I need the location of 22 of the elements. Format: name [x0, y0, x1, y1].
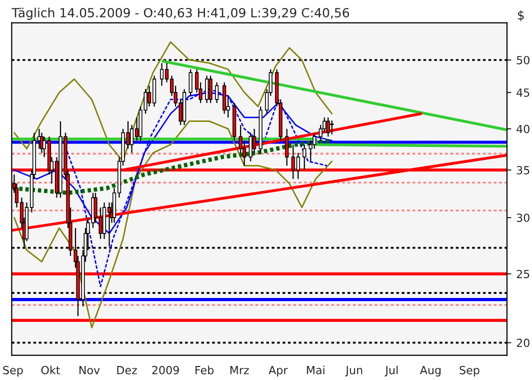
y-tick-label: 40 [516, 124, 530, 134]
x-tick-label: Aug [420, 366, 441, 376]
chart-title: Täglich 14.05.2009 - O:40,63 H:41,09 L:39,29 C:40,56 [12, 8, 350, 20]
y-tick-label: 30 [516, 214, 530, 222]
y-axis-title: $ [518, 10, 524, 22]
x-tick-label: Mai [306, 366, 324, 374]
x-tick-label: Nov [79, 366, 100, 374]
x-tick-label: Mrz [230, 366, 249, 374]
x-tick-label: Sep [460, 366, 480, 376]
x-tick-label: Sep [3, 366, 23, 376]
x-tick-label: Okt [41, 366, 60, 374]
x-tick-label: Jun [345, 366, 362, 376]
x-tick-label: Jul [384, 366, 398, 376]
y-tick-label: 25 [516, 270, 530, 278]
y-tick-label: 45 [516, 88, 530, 97]
x-tick-label: 2009 [152, 366, 179, 374]
y-tick-label: 35 [516, 166, 530, 174]
x-tick-label: Feb [196, 366, 214, 374]
x-tick-label: Dez [117, 366, 137, 374]
y-tick-label: 20 [516, 338, 530, 348]
x-tick-label: Apr [268, 366, 288, 376]
y-tick-label: 50 [516, 56, 530, 64]
